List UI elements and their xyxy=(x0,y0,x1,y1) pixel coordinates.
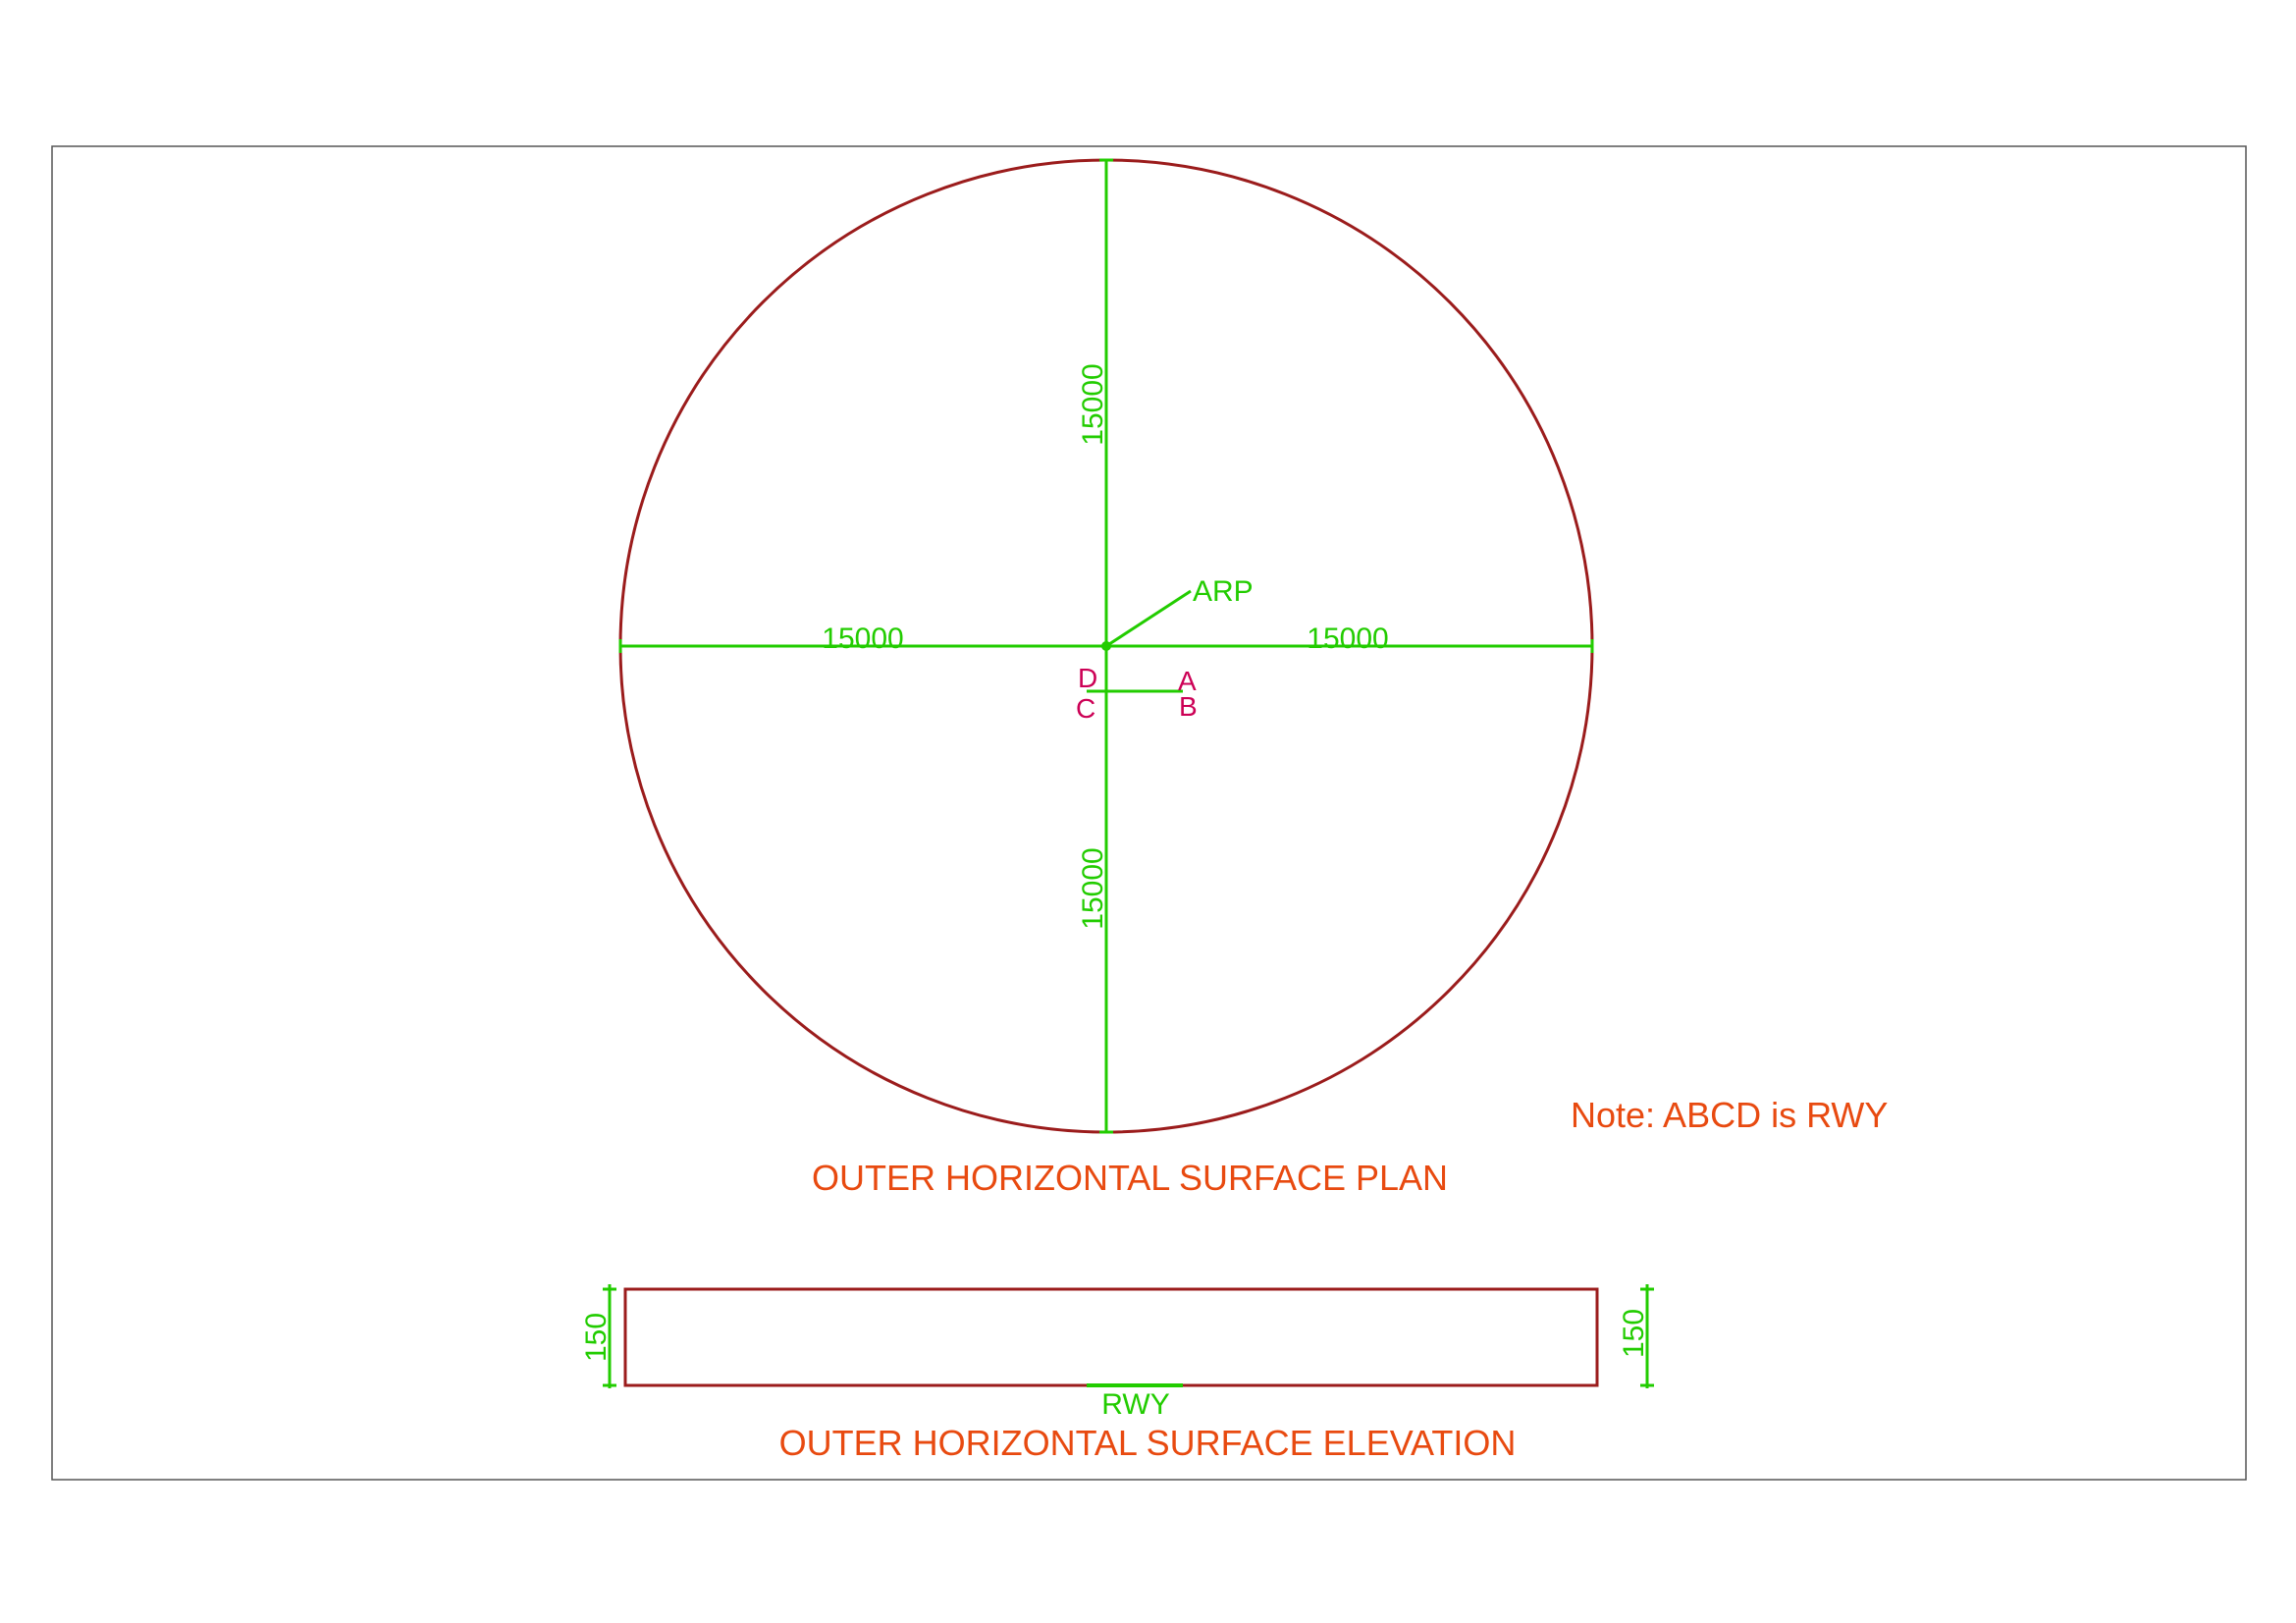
radius-top-label: 15000 xyxy=(1077,363,1109,445)
arp-label: ARP xyxy=(1193,575,1254,608)
runway-note: Note: ABCD is RWY xyxy=(1571,1095,1888,1135)
runway-corner-a-label: A xyxy=(1178,666,1197,696)
elevation-view: 150 150 RWY OUTER HORIZONTAL SURFACE ELE… xyxy=(580,1284,1654,1463)
plan-title: OUTER HORIZONTAL SURFACE PLAN xyxy=(812,1158,1448,1198)
dimension-ticks xyxy=(618,158,1594,1134)
drawing-frame xyxy=(51,145,2247,1481)
runway-corner-c-label: C xyxy=(1076,693,1095,724)
radius-left-label: 15000 xyxy=(822,622,903,655)
plan-view: 15000 15000 15000 15000 ARP D C A B OUTE… xyxy=(618,158,1594,1198)
outer-horizontal-surface-rectangle xyxy=(623,1287,1599,1387)
runway-corner-b-label: B xyxy=(1179,691,1198,722)
elevation-title: OUTER HORIZONTAL SURFACE ELEVATION xyxy=(779,1423,1517,1463)
elevation-runway-label: RWY xyxy=(1101,1388,1169,1421)
radius-bottom-label: 15000 xyxy=(1077,847,1109,929)
height-right-label: 150 xyxy=(1618,1309,1650,1358)
arp-leader-line xyxy=(1105,589,1192,648)
runway-corner-d-label: D xyxy=(1078,663,1097,693)
height-left-label: 150 xyxy=(580,1313,613,1362)
height-dimension-right-ticks xyxy=(1640,1287,1654,1387)
height-dimension-left-ticks xyxy=(603,1287,616,1387)
radius-right-label: 15000 xyxy=(1307,622,1388,655)
